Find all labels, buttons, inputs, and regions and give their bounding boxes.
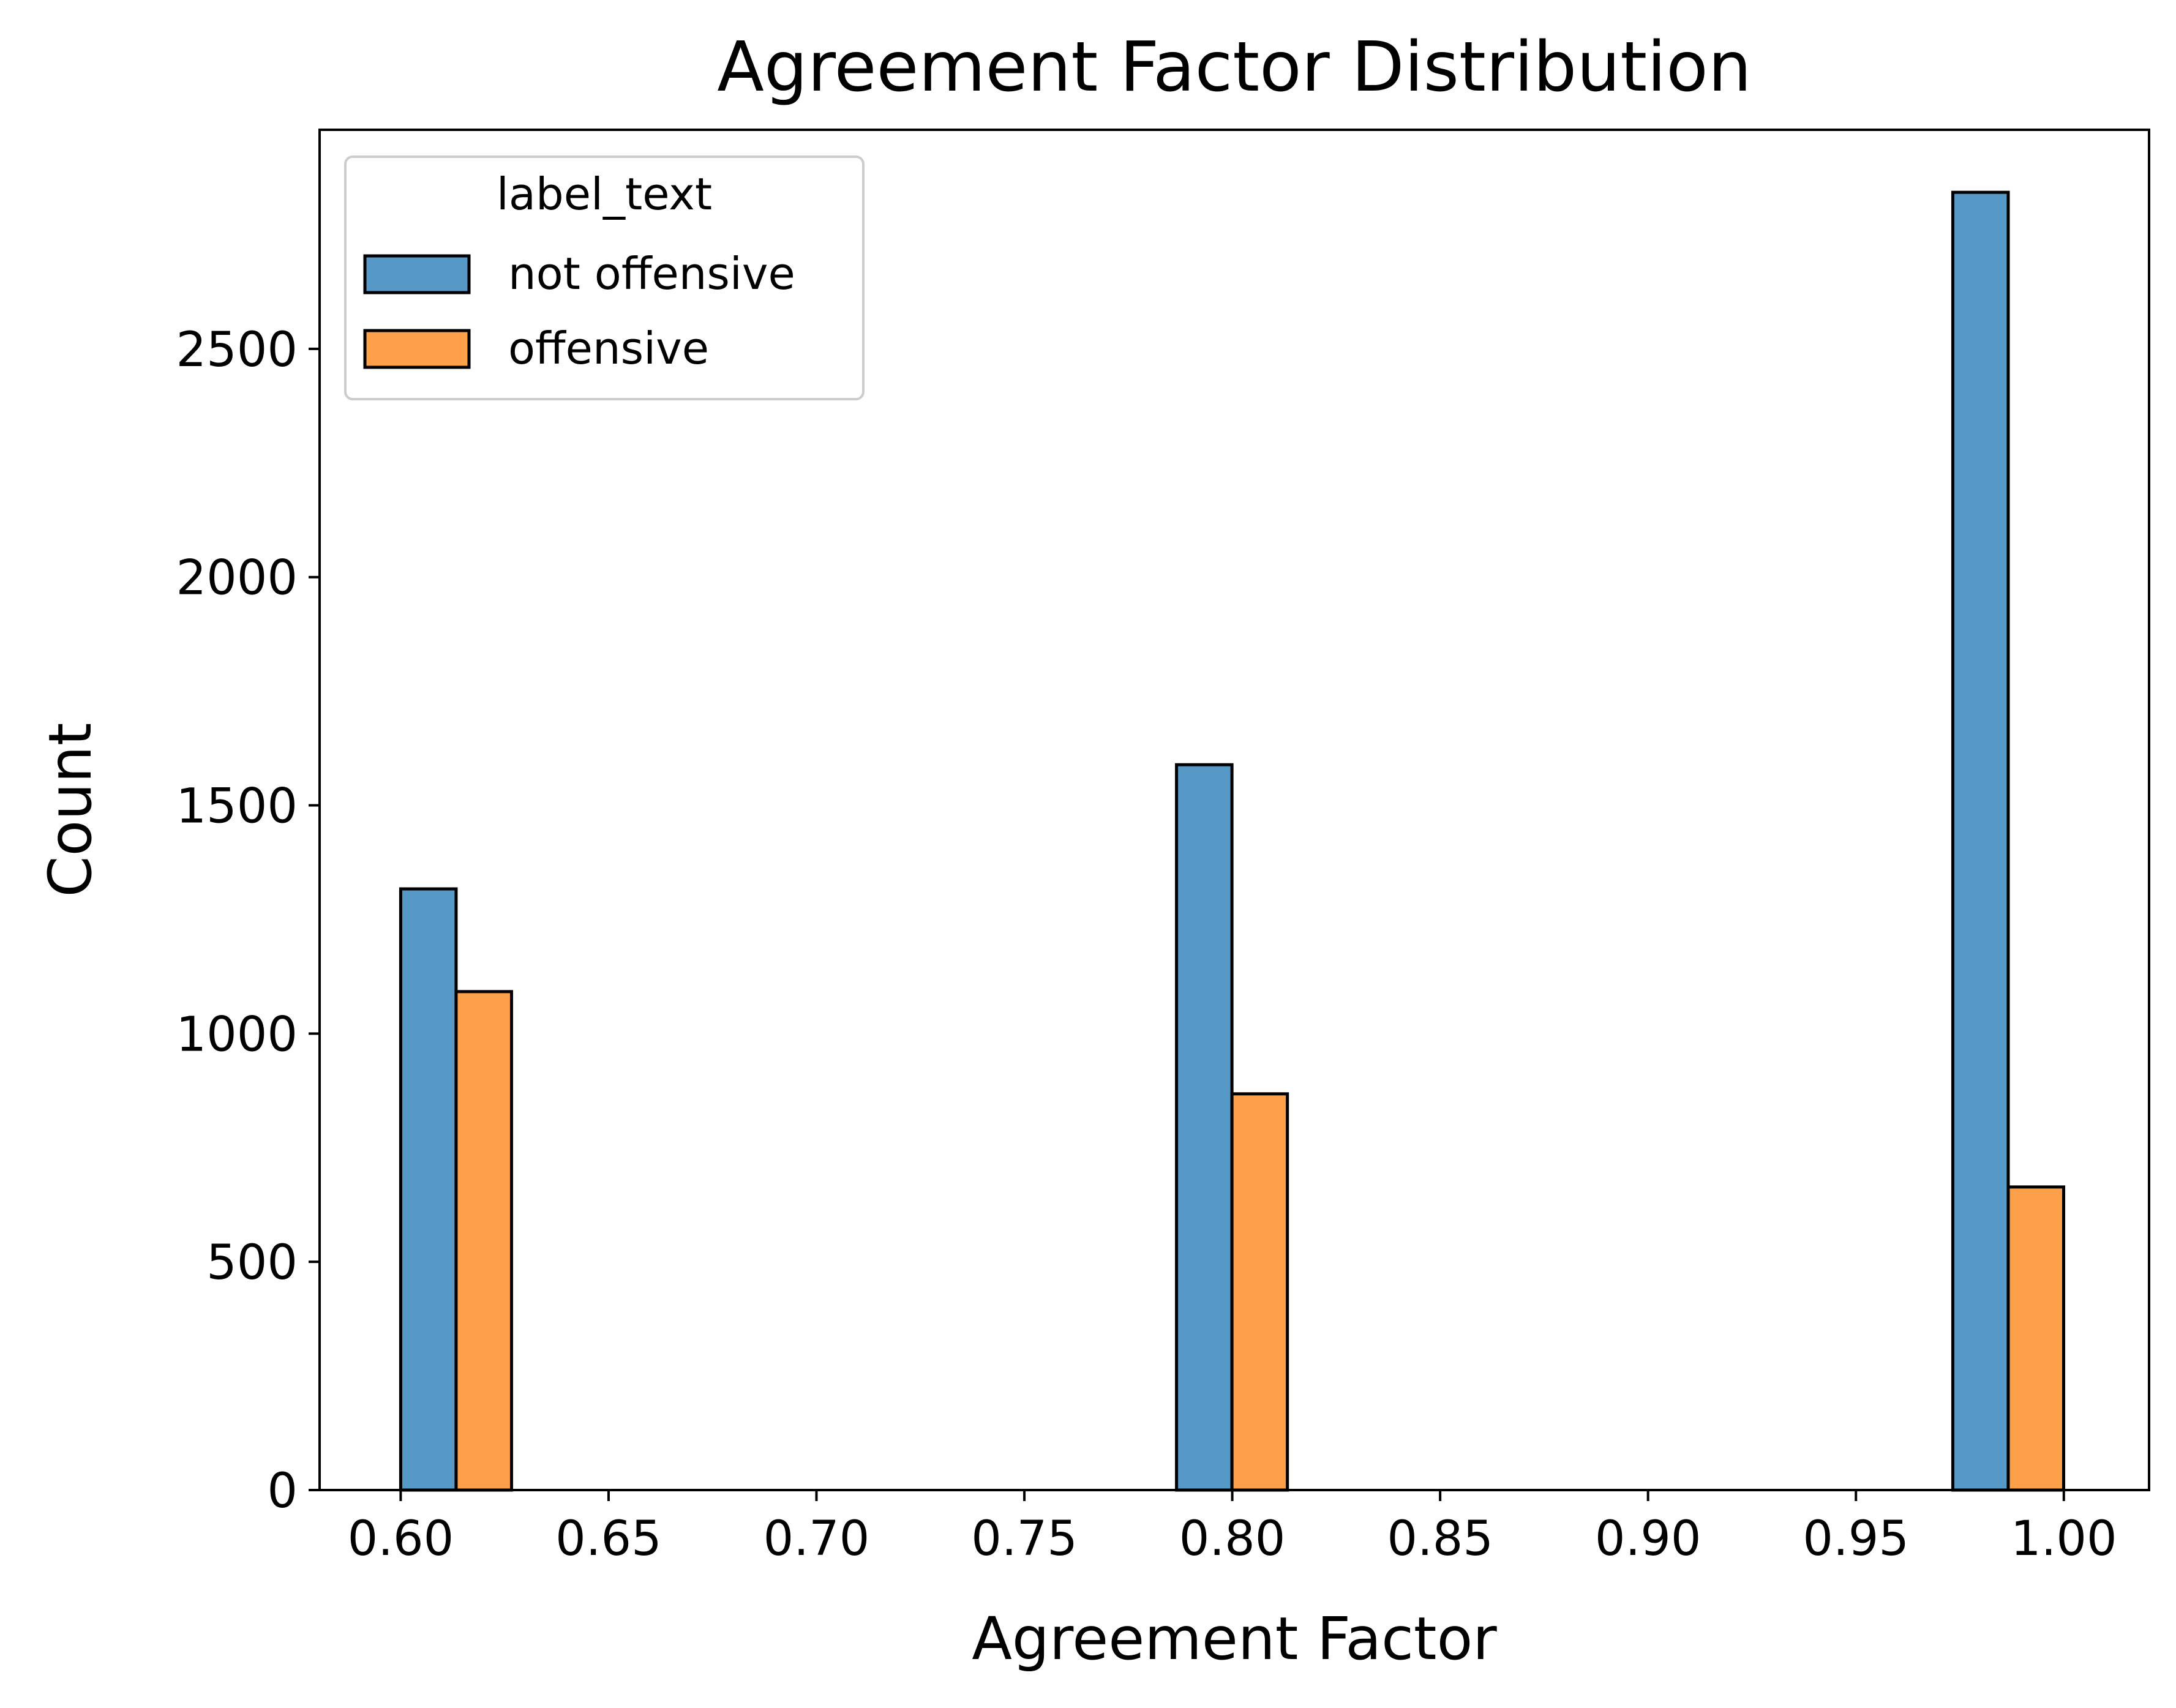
legend-swatch-offensive xyxy=(363,329,471,369)
y-tick-label-4: 2000 xyxy=(176,551,298,606)
bar-offensive-1 xyxy=(1230,1092,1289,1492)
bars-group xyxy=(399,190,2066,1492)
x-tick-label-0: 0.60 xyxy=(348,1511,454,1567)
y-axis-label: Count xyxy=(36,722,105,897)
bar-offensive-0 xyxy=(454,990,513,1492)
legend-frame xyxy=(344,155,865,400)
chart-title: Agreement Factor Distribution xyxy=(717,28,1751,107)
legend-label-not-offensive: not offensive xyxy=(508,248,795,299)
y-axis: 0 500 1000 1500 2000 2500 xyxy=(176,323,320,1519)
x-tick-label-2: 0.70 xyxy=(763,1511,870,1567)
bar-offensive-2 xyxy=(2006,1185,2066,1492)
legend-swatch-not-offensive xyxy=(363,254,471,294)
y-tick-label-1: 500 xyxy=(206,1235,298,1290)
x-tick-label-6: 0.90 xyxy=(1595,1511,1701,1567)
x-axis-label: Agreement Factor xyxy=(972,1605,1497,1673)
x-axis: 0.60 0.65 0.70 0.75 0.80 0.85 0.90 0.95 1.00 xyxy=(348,1490,2117,1567)
legend: label_text not offensive offensive xyxy=(344,155,865,400)
x-tick-label-8: 1.00 xyxy=(2011,1511,2117,1567)
x-tick-label-7: 0.95 xyxy=(1803,1511,1909,1567)
y-tick-label-3: 1500 xyxy=(176,779,298,834)
y-tick-label-5: 2500 xyxy=(176,323,298,378)
plot-frame xyxy=(318,129,2150,1491)
bar-not-offensive-1 xyxy=(1175,763,1234,1492)
x-tick-label-4: 0.80 xyxy=(1179,1511,1286,1567)
x-tick-label-1: 0.65 xyxy=(555,1511,662,1567)
y-tick-label-0: 0 xyxy=(267,1464,298,1519)
legend-label-offensive: offensive xyxy=(508,323,709,374)
bar-not-offensive-0 xyxy=(399,887,458,1492)
bar-not-offensive-2 xyxy=(1951,190,2010,1492)
x-tick-label-3: 0.75 xyxy=(971,1511,1078,1567)
y-tick-label-2: 1000 xyxy=(176,1007,298,1062)
legend-title: label_text xyxy=(497,168,712,220)
x-tick-label-5: 0.85 xyxy=(1387,1511,1493,1567)
